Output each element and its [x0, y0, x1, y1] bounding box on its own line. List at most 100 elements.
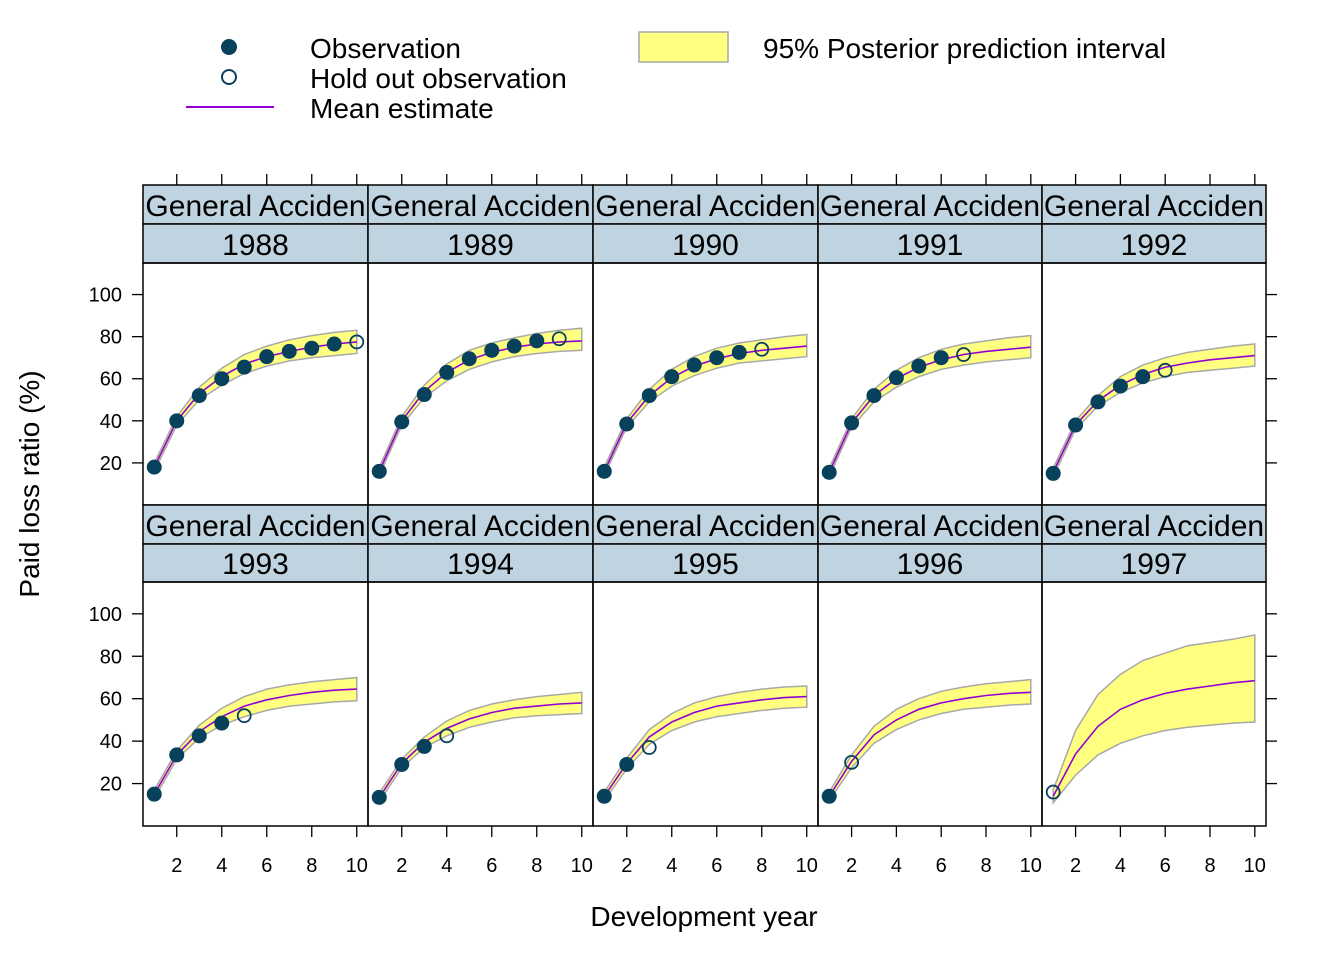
y-tick-label: 40: [100, 411, 122, 433]
prediction-band: [828, 678, 1032, 803]
strip-year-label: 1995: [672, 548, 739, 581]
observation-point: [686, 357, 702, 373]
holdout-point: [551, 331, 567, 347]
strip-label: General Acciden: [595, 190, 815, 223]
prediction-band: [378, 327, 583, 476]
observation-point: [619, 756, 635, 772]
y-tick-label: 60: [100, 369, 122, 391]
observation-point: [146, 786, 162, 802]
x-tick-label: 2: [171, 855, 182, 877]
panel-plot-area: [1045, 343, 1256, 481]
observation-point: [191, 388, 207, 404]
observation-point: [484, 342, 500, 358]
observation-point: [371, 463, 387, 479]
panel-1988: General Acciden 1988: [142, 184, 369, 506]
prediction-band: [153, 676, 358, 802]
prediction-band: [603, 333, 808, 476]
observation-point: [371, 789, 387, 805]
observation-point: [236, 359, 252, 375]
panel-plot-area: [821, 334, 1032, 480]
panel-plot-area: [371, 327, 583, 479]
strip-year-bg: [142, 543, 369, 583]
observation-point: [844, 415, 860, 431]
panel-plot-area: [596, 333, 808, 479]
y-tick-label: 20: [100, 774, 122, 796]
observation-point: [821, 788, 837, 804]
observation-point: [596, 788, 612, 804]
observation-point: [596, 463, 612, 479]
panel-1994: General Acciden 1994: [367, 504, 594, 827]
strip-top-bg: [367, 184, 594, 225]
y-axis-title: Paid loss ratio (%): [14, 370, 45, 597]
strip-year-label: 1992: [1121, 229, 1188, 262]
mean-line: [603, 695, 807, 797]
panel-plot-area: [821, 678, 1032, 804]
x-tick-label: 6: [711, 855, 722, 877]
observation-point: [259, 349, 275, 365]
panel-1993: General Acciden 1993: [142, 504, 369, 827]
strip-label: General Acciden: [145, 190, 365, 223]
legend: Observation Hold out observation Mean es…: [186, 31, 1166, 124]
mean-line: [828, 346, 1031, 473]
x-tick-label: 4: [441, 855, 452, 877]
x-tick-label: 4: [891, 855, 902, 877]
observation-point: [731, 344, 747, 360]
observation-point: [439, 364, 455, 380]
strip-year-bg: [367, 543, 594, 583]
observation-point: [394, 756, 410, 772]
observation-point: [1135, 369, 1151, 385]
strip-label: General Acciden: [370, 190, 590, 223]
observation-point: [821, 464, 837, 480]
observation-point: [911, 358, 927, 374]
strip-label: General Acciden: [145, 510, 365, 543]
x-tick-label: 6: [261, 855, 272, 877]
x-tick-label: 6: [1160, 855, 1171, 877]
holdout-point: [754, 341, 770, 357]
observation-point: [146, 459, 162, 475]
panel-1991: General Acciden 1991: [817, 184, 1043, 506]
x-tick-label: 2: [396, 855, 407, 877]
strip-label: General Acciden: [370, 510, 590, 543]
prediction-band: [603, 685, 808, 803]
x-axis-title: Development year: [590, 901, 817, 932]
observation-point: [416, 738, 432, 754]
holdout-point: [1045, 784, 1061, 800]
x-tick-label: 10: [796, 855, 818, 877]
holdout-point: [844, 754, 859, 770]
strip-label: General Acciden: [1044, 190, 1264, 223]
strip-label: General Acciden: [595, 510, 815, 543]
panel-1995: General Acciden 1995: [592, 504, 819, 827]
panel-1997: General Acciden 1997: [1041, 504, 1267, 827]
panel-border: [817, 262, 1043, 506]
panel-plot-area: [146, 329, 365, 475]
panel-1992: General Acciden 1992: [1041, 184, 1267, 506]
x-tick-label: 10: [1244, 855, 1266, 877]
legend-interval-swatch: [638, 31, 729, 63]
prediction-band: [828, 334, 1032, 477]
x-tick-label: 2: [1070, 855, 1081, 877]
observation-point: [664, 369, 680, 385]
observation-point: [1045, 465, 1061, 481]
observation-point: [304, 340, 320, 356]
observation-point: [461, 351, 477, 367]
panel-border: [592, 262, 819, 506]
panel-1996: General Acciden 1996: [817, 504, 1043, 827]
mean-line: [603, 345, 807, 472]
x-tick-label: 6: [936, 855, 947, 877]
strip-label: General Acciden: [820, 510, 1040, 543]
mean-line: [153, 341, 357, 468]
prediction-band: [153, 329, 358, 472]
panel-border: [142, 262, 369, 506]
legend-holdout-marker: [221, 69, 237, 85]
panel-plot-area: [371, 691, 583, 805]
legend-observation-marker: [221, 39, 237, 55]
observation-point: [214, 715, 230, 731]
x-tick-label: 4: [216, 855, 227, 877]
x-tick-label: 8: [1204, 855, 1215, 877]
x-tick-label: 8: [756, 855, 767, 877]
strip-year-label: 1994: [447, 548, 514, 581]
y-tick-label: 100: [89, 604, 122, 626]
observation-point: [641, 388, 657, 404]
legend-observation-label: Observation: [310, 33, 461, 64]
mean-line: [1052, 354, 1255, 473]
